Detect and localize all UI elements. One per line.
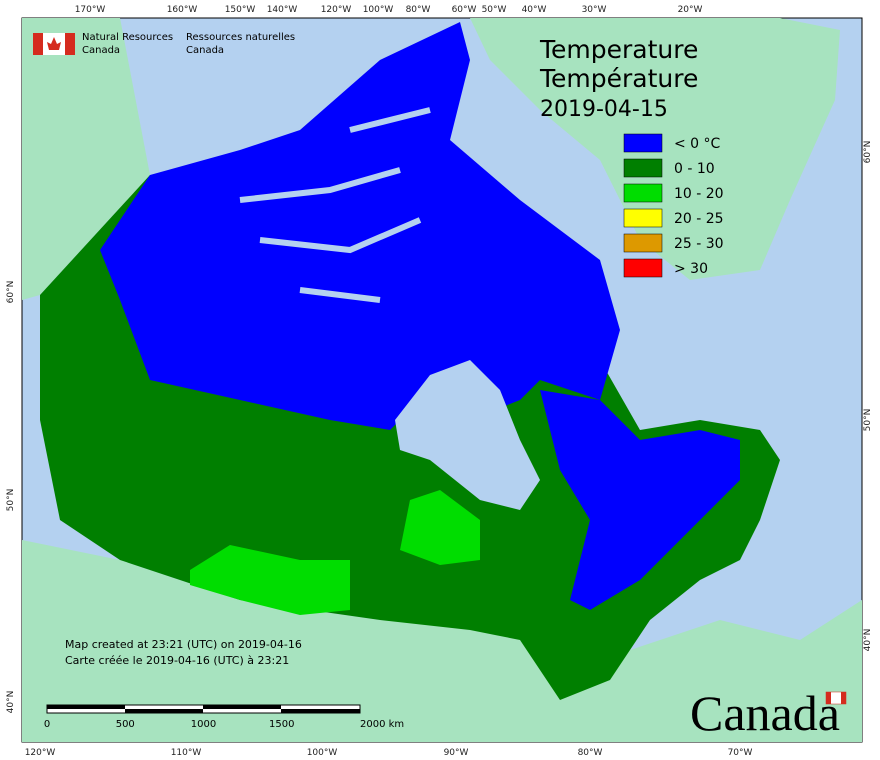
dept-fr: Canada: [186, 45, 224, 56]
legend-swatch: [623, 208, 663, 228]
graticule-label: 40°N: [863, 629, 873, 652]
legend-label: 10 - 20: [674, 186, 724, 202]
legend-label: 25 - 30: [674, 236, 724, 252]
wordmark: Canada: [690, 685, 840, 741]
scale-label: 1000: [191, 719, 216, 730]
graticule-label: 140°W: [267, 5, 298, 15]
title-date: 2019-04-15: [540, 97, 668, 122]
legend-swatch: [623, 158, 663, 178]
graticule-label: 50°W: [482, 5, 507, 15]
graticule-label: 40°W: [522, 5, 547, 15]
note: Map created at 23:21 (UTC) on 2019-04-16: [65, 638, 302, 651]
legend-label: > 30: [674, 261, 708, 277]
legend: < 0 °C 0 - 10 10 - 20 20 - 25 25 - 30 > 30: [623, 133, 724, 278]
graticule-label: 20°W: [678, 5, 703, 15]
graticule-label: 60°W: [452, 5, 477, 15]
graticule-label: 80°W: [578, 748, 603, 758]
graticule-label: 40°N: [6, 691, 16, 714]
legend-label: 0 - 10: [674, 161, 715, 177]
canada-temperature: [40, 22, 780, 700]
graticule-label: 170°W: [75, 5, 106, 15]
graticule-label: 60°N: [863, 141, 873, 164]
dept-en: Canada: [82, 45, 120, 56]
legend-swatch: [623, 183, 663, 203]
graticule-label: 90°W: [444, 748, 469, 758]
legend-swatch: [623, 233, 663, 253]
graticule-label: 150°W: [225, 5, 256, 15]
title: Temperature: [539, 35, 698, 64]
graticule-label: 110°W: [171, 748, 202, 758]
title: Température: [539, 64, 698, 93]
legend-swatch: [623, 133, 663, 153]
note: Carte créée le 2019-04-16 (UTC) à 23:21: [65, 654, 289, 667]
graticule-label: 30°W: [582, 5, 607, 15]
graticule-label: 120°W: [25, 748, 56, 758]
legend-swatch: [623, 258, 663, 278]
graticule-label: 70°W: [728, 748, 753, 758]
graticule-label: 160°W: [167, 5, 198, 15]
graticule-label: 80°W: [406, 5, 431, 15]
graticule-label: 50°N: [863, 409, 873, 432]
dept-fr: Ressources naturelles: [186, 32, 295, 43]
graticule-label: 60°N: [6, 281, 16, 304]
graticule-label: 100°W: [307, 748, 338, 758]
scale-label: 1500: [269, 719, 294, 730]
graticule-label: 50°N: [6, 489, 16, 512]
scale-label: 2000 km: [360, 719, 404, 730]
graticule-labels: 170°W 160°W 150°W 140°W 120°W 100°W 80°W 60°W 50…: [6, 5, 873, 758]
graticule-label: 100°W: [363, 5, 394, 15]
legend-label: < 0 °C: [674, 136, 721, 152]
scale-bar: [46, 704, 361, 714]
dept-en: Natural Resources: [82, 32, 173, 43]
scale-label: 0: [44, 719, 50, 730]
legend-label: 20 - 25: [674, 211, 724, 227]
scale-label: 500: [116, 719, 135, 730]
graticule-label: 120°W: [321, 5, 352, 15]
